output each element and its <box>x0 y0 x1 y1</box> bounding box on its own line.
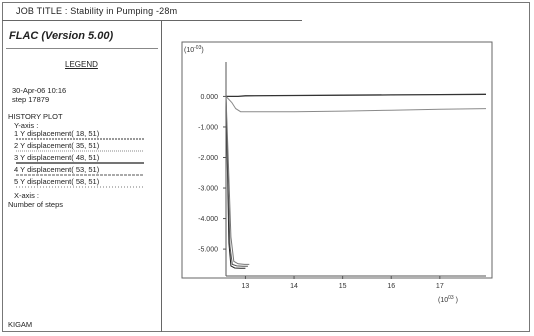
step-count: step 17879 <box>12 95 50 104</box>
series-line-2 <box>225 96 487 113</box>
series-line-4 <box>225 96 248 267</box>
x-tick-label: 16 <box>387 283 395 290</box>
series-label-1: 1 Y displacement( 18, 51) <box>14 129 100 138</box>
legend-heading: LEGEND <box>65 60 98 69</box>
series-line-5 <box>225 96 250 265</box>
series-line-2 <box>16 150 144 152</box>
y-axis-label: Y-axis : <box>14 121 39 130</box>
series-label-3: 3 Y displacement( 48, 51) <box>14 153 100 162</box>
x-tick-label: 17 <box>436 283 444 290</box>
series-label-5: 5 Y displacement( 58, 51) <box>14 177 100 186</box>
legend-panel: FLAC (Version 5.00) LEGEND 30-Apr-06 10:… <box>2 20 162 332</box>
x-axis-description: Number of steps <box>8 200 64 209</box>
footer-label: KIGAM <box>8 320 33 329</box>
plot-frame <box>181 41 493 279</box>
y-tick-label: -5.000 <box>198 247 218 254</box>
x-axis-label: X-axis : <box>14 191 40 200</box>
job-title: JOB TITLE : Stability in Pumping -28m <box>16 6 178 16</box>
series-label-4: 4 Y displacement( 53, 51) <box>14 165 100 174</box>
series-line-4 <box>16 174 144 176</box>
series-group <box>225 93 487 269</box>
series-line-3 <box>16 162 144 164</box>
y-tick-label: -1.000 <box>198 124 218 131</box>
history-chart: (10-03) 0.000 -1.000 -2.000 -3.000 -4.000 -5.… <box>181 41 493 304</box>
x-axis: 13 14 15 16 17 <box>226 275 486 290</box>
series-label-2: 2 Y displacement( 35, 51) <box>14 141 100 150</box>
y-tick-label: -2.000 <box>198 155 218 162</box>
date-stamp: 30-Apr-06 10:16 <box>12 86 67 95</box>
y-tick-label: 0.000 <box>200 94 218 101</box>
x-tick-label: 13 <box>242 283 250 290</box>
y-scale-label: (10-03) <box>184 45 204 54</box>
y-tick-label: -4.000 <box>198 216 218 223</box>
x-tick-label: 15 <box>339 283 347 290</box>
app-title: FLAC (Version 5.00) <box>9 30 114 42</box>
x-tick-label: 14 <box>290 283 298 290</box>
series-line-1 <box>226 93 487 98</box>
window-frame <box>2 2 530 332</box>
series-line-1 <box>16 138 144 140</box>
y-axis: 0.000 -1.000 -2.000 -3.000 -4.000 -5.000 <box>198 62 227 276</box>
title-bar: JOB TITLE : Stability in Pumping -28m <box>2 2 302 21</box>
legend-divider <box>6 48 158 50</box>
history-plot-label: HISTORY PLOT <box>8 112 63 121</box>
y-tick-label: -3.000 <box>198 186 218 193</box>
series-line-5 <box>16 186 144 188</box>
x-scale-label: (1003 ) <box>438 295 458 304</box>
